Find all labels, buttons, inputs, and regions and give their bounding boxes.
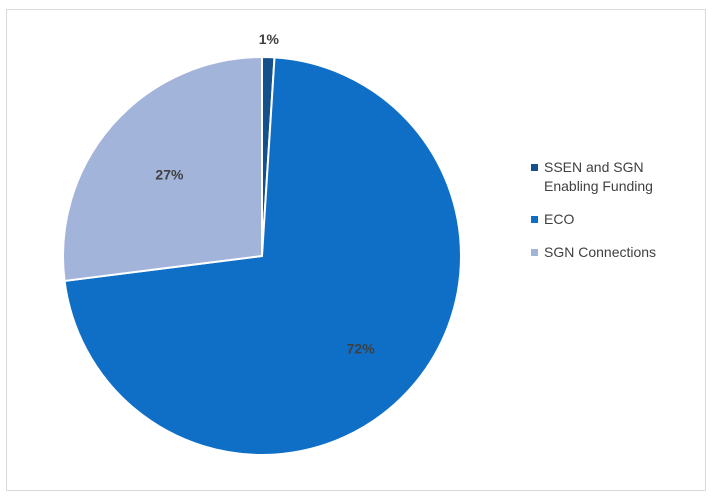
pie-label-2: 27% [155,166,184,182]
legend-item-eco: ECO [531,210,701,229]
pie-slices [62,55,462,456]
legend: SSEN and SGN Enabling Funding ECO SGN Co… [531,158,701,276]
legend-swatch-eco [531,216,538,223]
legend-label-sgn-connections: SGN Connections [544,244,657,260]
legend-item-sgn-connections: SGN Connections [531,243,701,262]
pie-label-0: 1% [259,31,280,47]
legend-swatch-sgn-connections [531,249,538,256]
pie-slice-2 [62,55,263,283]
legend-item-ssen-sgn: SSEN and SGN Enabling Funding [531,158,701,196]
pie-label-1: 72% [347,341,376,357]
pie-data-labels: 1% 72% 27% [155,31,375,356]
legend-label-ssen-sgn: SSEN and SGN Enabling Funding [544,159,653,194]
legend-label-eco: ECO [544,211,575,227]
legend-swatch-ssen-sgn [531,164,538,171]
